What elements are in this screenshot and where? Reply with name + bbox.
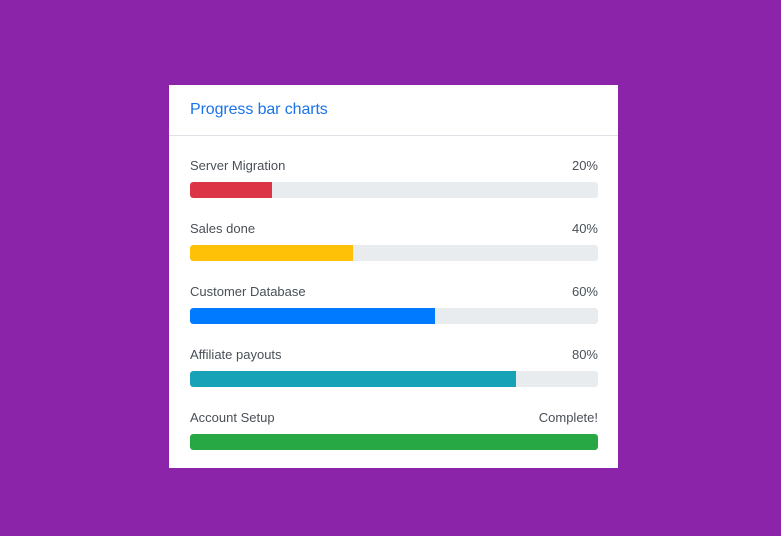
- progress-fill: [190, 371, 517, 387]
- progress-label: Customer Database: [190, 283, 306, 299]
- progress-track: [190, 182, 598, 198]
- progress-track: [190, 371, 598, 387]
- progress-row-affiliate-payouts: Affiliate payouts 80%: [190, 345, 598, 387]
- progress-track: [190, 434, 598, 450]
- progress-value: 60%: [571, 283, 598, 299]
- progress-row-account-setup: Account Setup Complete!: [190, 408, 598, 450]
- progress-label: Sales done: [190, 220, 256, 236]
- card-header: Progress bar charts: [169, 85, 618, 136]
- card-title: Progress bar charts: [190, 101, 328, 118]
- progress-value: 20%: [571, 157, 598, 173]
- progress-label: Account Setup: [190, 409, 275, 425]
- progress-value: 40%: [571, 220, 598, 236]
- progress-track: [190, 245, 598, 261]
- progress-track: [190, 308, 598, 324]
- progress-label: Server Migration: [190, 157, 286, 173]
- progress-value: Complete!: [538, 409, 598, 425]
- progress-label: Affiliate payouts: [190, 346, 282, 362]
- progress-row-sales-done: Sales done 40%: [190, 219, 598, 261]
- progress-value: 80%: [571, 346, 598, 362]
- progress-row-server-migration: Server Migration 20%: [190, 156, 598, 198]
- progress-fill: [190, 182, 272, 198]
- progress-fill: [190, 434, 598, 450]
- progress-card: Progress bar charts Server Migration 20%…: [169, 85, 618, 468]
- progress-row-customer-database: Customer Database 60%: [190, 282, 598, 324]
- progress-fill: [190, 245, 354, 261]
- progress-fill: [190, 308, 435, 324]
